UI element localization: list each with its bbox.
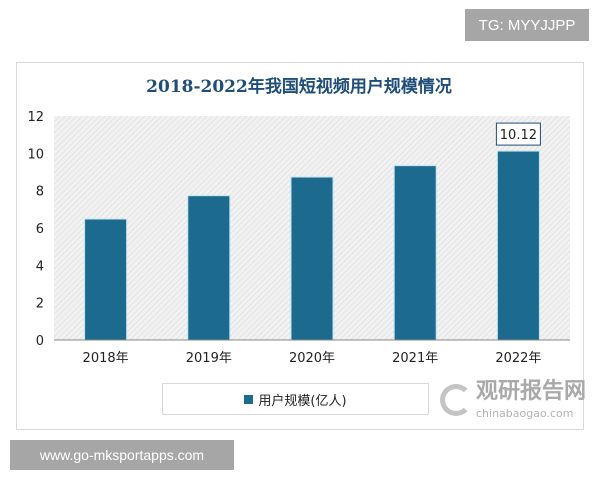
y-tick-label: 10 bbox=[27, 147, 44, 162]
legend-label: 用户规模(亿人) bbox=[258, 393, 347, 409]
y-tick-label: 6 bbox=[36, 222, 44, 237]
bar bbox=[393, 165, 437, 341]
bar bbox=[496, 150, 540, 341]
bar bbox=[290, 176, 334, 341]
data-label: 10.12 bbox=[500, 128, 537, 143]
x-tick-label: 2019年 bbox=[186, 351, 232, 366]
y-tick-label: 12 bbox=[27, 110, 44, 125]
watermark-en: chinabaogao.com bbox=[476, 407, 574, 420]
bar bbox=[187, 195, 231, 341]
y-tick-label: 0 bbox=[36, 334, 44, 349]
x-tick-label: 2022年 bbox=[495, 351, 541, 366]
x-tick-label: 2018年 bbox=[83, 351, 129, 366]
site-badge: www.go-mksportapps.com bbox=[10, 440, 234, 470]
y-tick-label: 2 bbox=[36, 297, 44, 312]
legend: 用户规模(亿人) bbox=[162, 383, 429, 415]
y-tick-label: 4 bbox=[36, 259, 44, 274]
watermark-cn: 观研报告网 bbox=[476, 379, 587, 404]
y-tick-label: 8 bbox=[36, 185, 44, 200]
bar bbox=[84, 218, 128, 341]
chart-title: 2018-2022年我国短视频用户规模情况 bbox=[146, 77, 452, 97]
watermark-logo-icon bbox=[440, 384, 472, 416]
legend-swatch bbox=[244, 394, 254, 404]
x-tick-label: 2020年 bbox=[289, 351, 335, 366]
tg-badge: TG: MYYJJPP bbox=[465, 9, 589, 41]
x-tick-label: 2021年 bbox=[392, 351, 438, 366]
data-label-box bbox=[495, 122, 541, 146]
